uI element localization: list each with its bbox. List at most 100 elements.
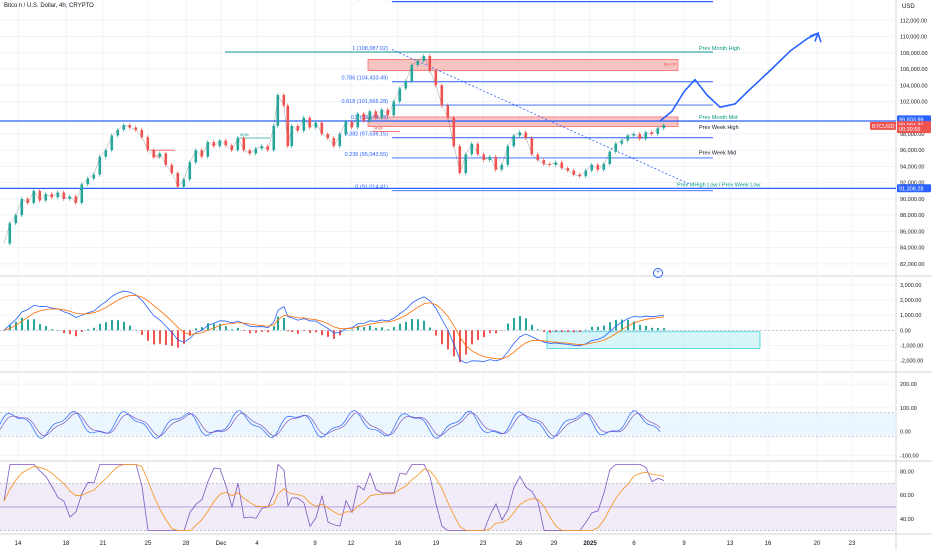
macd-histogram-bar (483, 330, 485, 338)
candle-body (176, 172, 180, 187)
macd-histogram-bar (327, 330, 329, 337)
macd-histogram-bar (657, 327, 659, 331)
candle-body (20, 198, 24, 216)
price-tick-label: 94,000.00 (900, 164, 924, 170)
price-tick-label: 82,000.00 (900, 262, 924, 268)
macd-histogram-bar (597, 326, 599, 331)
macd-histogram-bar (627, 319, 629, 331)
candle-body (224, 140, 228, 146)
level-label: Prev MHigh Low / Prev Week Low (677, 182, 760, 188)
fib-level-label: 0.786 (104,433.49) (342, 76, 389, 82)
macd-histogram-bar (9, 325, 11, 331)
macd-histogram-bar (369, 325, 371, 331)
macd-histogram-bar (555, 330, 557, 332)
candle-body (14, 215, 18, 224)
candle-body (638, 133, 642, 139)
candle-body (536, 154, 540, 160)
macd-histogram-bar (231, 329, 233, 331)
macd-histogram-bar (579, 330, 581, 332)
price-series (3, 31, 822, 246)
time-axis[interactable]: 14 18 21 25 28 Dec 4 9 12 16 19 23 26 29 2025 6 9 13 16 20 2… (15, 541, 856, 547)
macd-histogram-bar (375, 327, 377, 331)
candle-body (482, 154, 486, 160)
macd-histogram-bar (561, 330, 563, 332)
candle-body (572, 170, 576, 175)
macd-histogram-bar (351, 329, 353, 331)
macd-histogram-bar (423, 320, 425, 331)
candle-body (314, 122, 318, 128)
macd-histogram-bar (387, 329, 389, 331)
macd-histogram-bar (21, 317, 23, 331)
projection-arrowhead (809, 31, 820, 42)
supply-zone (367, 116, 679, 127)
macd-tick-label: 0.00 (900, 328, 911, 334)
time-tick-label: 9 (682, 541, 686, 547)
price-tick-label: 112,000.00 (900, 18, 927, 24)
candle-body (158, 153, 162, 157)
time-tick-label: 28 (183, 541, 190, 547)
macd-histogram-bar (3, 330, 5, 331)
price-tags: 99,803.99BTCUSD99,094.3100:39:5591,308.2… (870, 115, 931, 193)
macd-histogram-bar (549, 330, 551, 333)
macd-histogram-bar (531, 324, 533, 331)
candle-body (32, 190, 36, 203)
macd-histogram-bar (639, 324, 641, 331)
candle-body (248, 150, 252, 154)
macd-histogram-bar (573, 330, 575, 333)
time-tick-label: 23 (480, 541, 487, 547)
candle-body (146, 137, 150, 151)
candle-body (194, 150, 198, 163)
time-tick-label: 29 (551, 541, 558, 547)
candle-body (590, 164, 594, 171)
price-axis[interactable]: 112,000.00 110,000.00 108,000.00 106,000.00… (900, 18, 928, 523)
fib-retracement[interactable]: 1.382 (114,000.00) 1 (108,087.02) 0.786 (1… (225, 0, 713, 192)
candle-body (452, 117, 456, 147)
candle-body (164, 153, 168, 165)
macd-histogram-bar (27, 319, 29, 331)
candle-body (188, 162, 192, 180)
macd-histogram-bar (177, 330, 179, 348)
msb-label: MSB (152, 154, 161, 159)
time-tick-label: 20 (814, 541, 821, 547)
osc-band (0, 412, 896, 437)
candle-body (626, 135, 630, 141)
key-levels[interactable]: Prev Month High Prev Month Mid Prev Week H… (0, 46, 896, 189)
macd-line (3, 290, 665, 364)
candle-body (440, 85, 444, 106)
macd-histogram-bar (183, 330, 185, 344)
price-tick-label: 88,000.00 (900, 213, 924, 219)
candle-body (632, 133, 636, 136)
macd-tick-label: -2,000.00 (900, 358, 923, 364)
macd-histogram-bar (465, 330, 467, 355)
candle-body (182, 179, 186, 187)
macd-histogram-bar (543, 330, 545, 333)
candle-body (368, 111, 372, 121)
fib-level-label: 0.382 (97,536.15) (345, 132, 389, 138)
macd-histogram-bar (195, 328, 197, 331)
macd-histogram-bar (99, 323, 101, 331)
macd-histogram-bar (237, 327, 239, 331)
macd-histogram-bar (441, 330, 443, 345)
fib-level-label: 1 (108,087.02) (352, 46, 388, 52)
macd-histogram-bar (297, 330, 299, 334)
candle-body (218, 140, 222, 147)
candle-body (286, 105, 290, 147)
rsi-tick-label: 80.00 (900, 469, 914, 475)
level-label: Prev Week Mid (699, 151, 736, 157)
candle-body (282, 94, 286, 106)
candle-body (128, 125, 132, 128)
fib-level-label: 0.618 (101,565.28) (342, 99, 389, 105)
candle-body (548, 164, 552, 166)
add-alert-icon[interactable]: + (653, 268, 663, 278)
macd-histogram-bar (645, 325, 647, 331)
candle-body (74, 196, 78, 203)
macd-histogram-bar (513, 318, 515, 331)
price-tag-bg (897, 125, 931, 134)
candle-body (356, 113, 360, 128)
candle-body (398, 88, 402, 102)
macd-histogram-bar (567, 330, 569, 332)
macd-histogram-bar (243, 330, 245, 332)
macd-histogram-bar (57, 330, 59, 331)
macd-histogram-bar (39, 324, 41, 331)
